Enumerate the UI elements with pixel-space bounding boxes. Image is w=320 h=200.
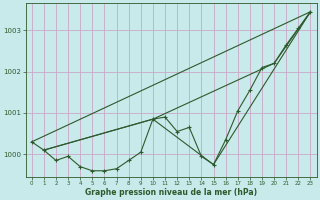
X-axis label: Graphe pression niveau de la mer (hPa): Graphe pression niveau de la mer (hPa): [85, 188, 257, 197]
